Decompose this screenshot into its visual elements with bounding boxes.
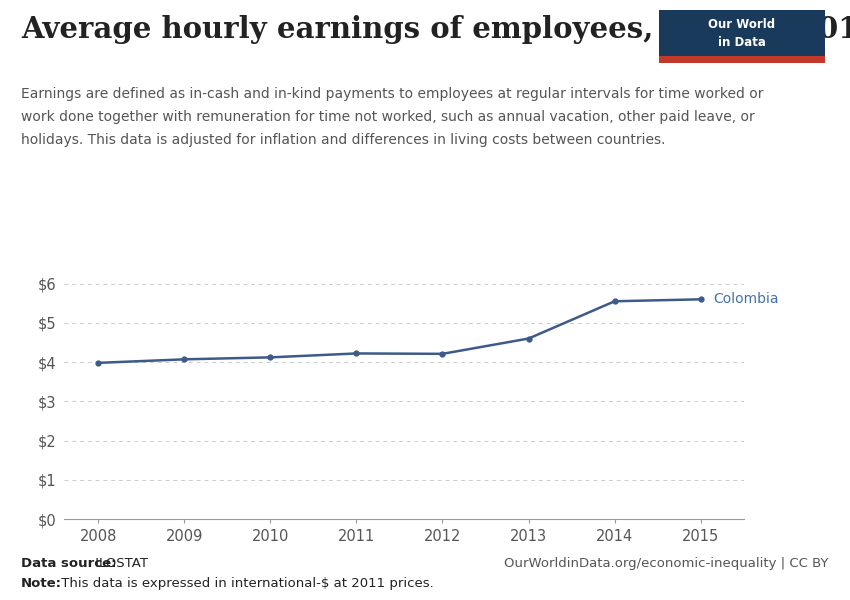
Text: work done together with remuneration for time not worked, such as annual vacatio: work done together with remuneration for…	[21, 110, 755, 124]
Text: Data source:: Data source:	[21, 557, 116, 570]
Text: Our World: Our World	[708, 19, 775, 31]
Text: Average hourly earnings of employees, 2008 to 2015: Average hourly earnings of employees, 20…	[21, 15, 850, 44]
Text: ILOSTAT: ILOSTAT	[91, 557, 148, 570]
Text: holidays. This data is adjusted for inflation and differences in living costs be: holidays. This data is adjusted for infl…	[21, 133, 666, 146]
Text: This data is expressed in international-$ at 2011 prices.: This data is expressed in international-…	[57, 577, 434, 590]
Text: Earnings are defined as in-cash and in-kind payments to employees at regular int: Earnings are defined as in-cash and in-k…	[21, 87, 764, 101]
Text: Note:: Note:	[21, 577, 62, 590]
Text: in Data: in Data	[717, 37, 766, 49]
Text: OurWorldinData.org/economic-inequality | CC BY: OurWorldinData.org/economic-inequality |…	[504, 557, 829, 570]
Text: Colombia: Colombia	[714, 292, 779, 307]
